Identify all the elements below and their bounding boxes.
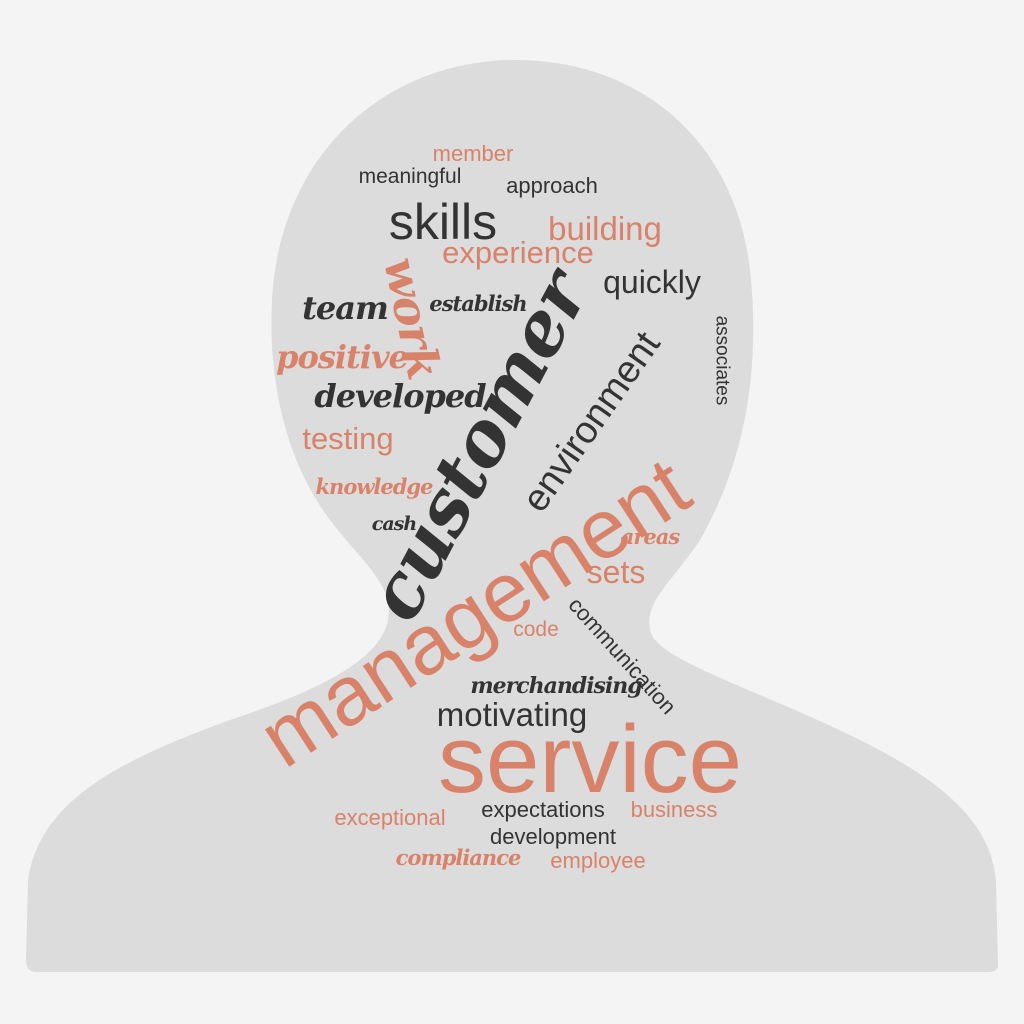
word-building: building	[548, 209, 662, 247]
word-development: development	[490, 824, 616, 849]
word-knowledge: knowledge	[315, 473, 434, 499]
word-service: service	[437, 706, 743, 813]
word-motivating: motivating	[436, 695, 588, 733]
word-compliance: compliance	[395, 844, 522, 870]
word-areas: areas	[620, 523, 680, 549]
word-exceptional: exceptional	[334, 805, 446, 830]
word-cash: cash	[371, 512, 417, 535]
word-employee: employee	[550, 848, 646, 873]
word-quickly: quickly	[603, 264, 701, 300]
word-approach: approach	[506, 173, 598, 198]
word-skills: skills	[388, 194, 498, 250]
word-code: code	[513, 617, 559, 641]
word-merchandising: merchandising	[470, 673, 642, 699]
word-expectations: expectations	[481, 797, 605, 822]
word-sets: sets	[586, 554, 646, 590]
word-associates: associates	[711, 315, 733, 405]
word-member: member	[432, 141, 514, 166]
word-establish: establish	[429, 290, 527, 316]
word-experience: experience	[442, 234, 594, 270]
word-positive: positive	[276, 338, 409, 376]
word-meaningful: meaningful	[358, 164, 462, 188]
word-developed: developed	[314, 377, 486, 415]
word-testing: testing	[302, 420, 394, 456]
word-business: business	[630, 797, 718, 822]
word-team: team	[302, 289, 389, 327]
silhouette-shape	[26, 59, 998, 973]
